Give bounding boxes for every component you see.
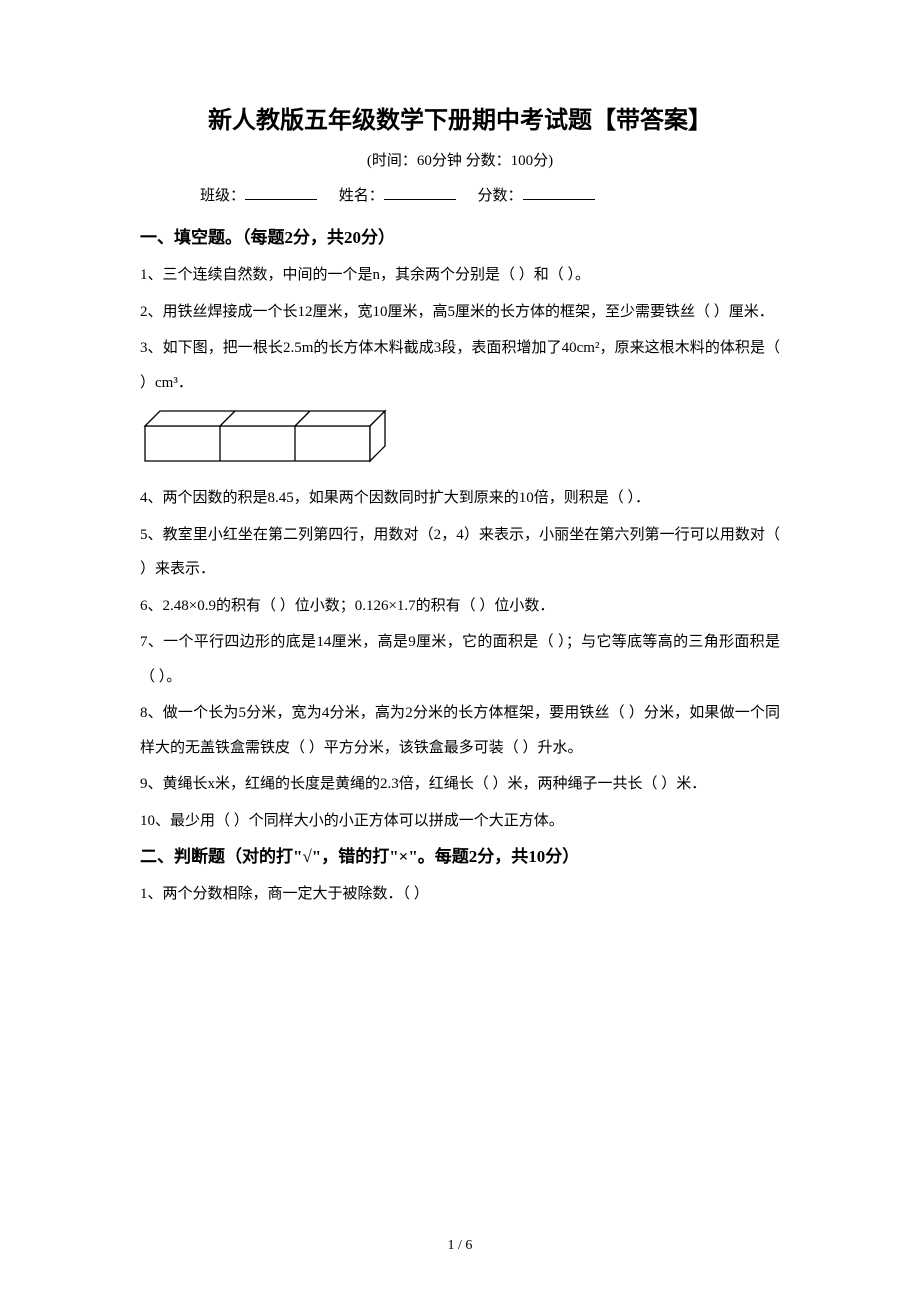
name-field: 姓名： bbox=[339, 184, 456, 205]
question-1-6: 6、2.48×0.9的积有（ ）位小数；0.126×1.7的积有（ ）位小数． bbox=[140, 589, 780, 624]
score-field: 分数： bbox=[478, 184, 595, 205]
question-1-7: 7、一个平行四边形的底是14厘米，高是9厘米，它的面积是（ ）；与它等底等高的三… bbox=[140, 625, 780, 694]
question-2-1: 1、两个分数相除，商一定大于被除数．（ ） bbox=[140, 877, 780, 912]
score-label: 分数： bbox=[478, 188, 523, 204]
question-1-4: 4、两个因数的积是8.45，如果两个因数同时扩大到原来的10倍，则积是（ ）． bbox=[140, 481, 780, 516]
page-number: 1 / 6 bbox=[0, 1238, 920, 1254]
section-2-header: 二、判断题（对的打"√"，错的打"×"。每题2分，共10分） bbox=[140, 842, 780, 867]
score-blank bbox=[523, 186, 595, 200]
question-1-3: 3、如下图，把一根长2.5m的长方体木料截成3段，表面积增加了40cm²，原来这… bbox=[140, 331, 780, 400]
cuboid-svg bbox=[140, 406, 400, 466]
class-blank bbox=[245, 186, 317, 200]
class-label: 班级： bbox=[200, 188, 245, 204]
name-blank bbox=[384, 186, 456, 200]
subtitle: (时间：60分钟 分数：100分) bbox=[140, 149, 780, 170]
question-1-8: 8、做一个长为5分米，宽为4分米，高为2分米的长方体框架，要用铁丝（ ）分米，如… bbox=[140, 696, 780, 765]
info-line: 班级： 姓名： 分数： bbox=[140, 184, 780, 205]
question-1-5: 5、教室里小红坐在第二列第四行，用数对（2，4）来表示，小丽坐在第六列第一行可以… bbox=[140, 518, 780, 587]
question-1-2: 2、用铁丝焊接成一个长12厘米，宽10厘米，高5厘米的长方体的框架，至少需要铁丝… bbox=[140, 295, 780, 330]
question-1-9: 9、黄绳长x米，红绳的长度是黄绳的2.3倍，红绳长（ ）米，两种绳子一共长（ ）… bbox=[140, 767, 780, 802]
document-title: 新人教版五年级数学下册期中考试题【带答案】 bbox=[140, 100, 780, 135]
class-field: 班级： bbox=[200, 184, 317, 205]
cuboid-diagram bbox=[140, 406, 780, 471]
name-label: 姓名： bbox=[339, 188, 384, 204]
question-1-1: 1、三个连续自然数，中间的一个是n，其余两个分别是（ ）和（ ）。 bbox=[140, 258, 780, 293]
section-1-header: 一、填空题。（每题2分，共20分） bbox=[140, 223, 780, 248]
question-1-10: 10、最少用（ ）个同样大小的小正方体可以拼成一个大正方体。 bbox=[140, 804, 780, 839]
